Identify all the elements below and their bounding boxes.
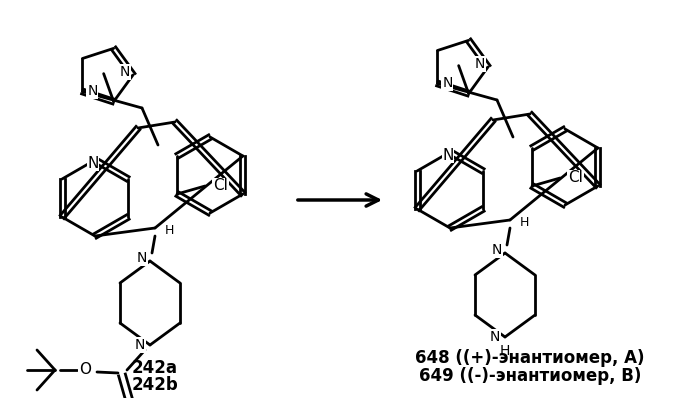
Text: N: N [442, 148, 454, 162]
Text: 242b: 242b [131, 376, 178, 394]
Text: Cl: Cl [213, 178, 228, 193]
Text: H: H [164, 224, 173, 236]
Text: N: N [87, 156, 99, 170]
Text: H: H [500, 344, 510, 358]
Text: N: N [492, 243, 502, 257]
Text: Cl: Cl [568, 170, 583, 185]
Text: N: N [137, 251, 147, 265]
Text: 242a: 242a [132, 359, 178, 377]
Text: O: O [79, 363, 91, 377]
Text: 649 ((-)-энантиомер, В): 649 ((-)-энантиомер, В) [419, 367, 641, 385]
Text: H: H [519, 215, 528, 228]
Text: N: N [120, 65, 130, 79]
Text: 648 ((+)-энантиомер, А): 648 ((+)-энантиомер, А) [415, 349, 644, 367]
Text: N: N [475, 57, 485, 71]
Text: N: N [135, 338, 145, 352]
Text: N: N [442, 76, 452, 90]
Text: N: N [490, 330, 500, 344]
Text: N: N [87, 84, 98, 98]
